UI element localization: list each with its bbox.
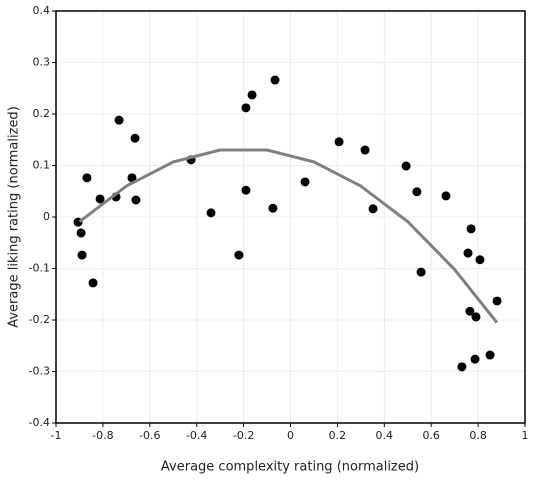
- x-tick-label: 0.2: [329, 429, 347, 442]
- data-point: [471, 312, 481, 322]
- y-tick-label: 0.2: [33, 107, 51, 120]
- data-point: [334, 137, 344, 147]
- data-point: [88, 278, 98, 288]
- data-point: [247, 90, 257, 100]
- data-point: [492, 296, 502, 306]
- y-tick-label: -0.4: [29, 416, 50, 429]
- data-point: [441, 191, 451, 201]
- x-tick-label: 0.4: [376, 429, 394, 442]
- data-point: [416, 267, 426, 277]
- data-point: [241, 103, 251, 113]
- data-point: [234, 250, 244, 260]
- y-tick-label: 0.1: [33, 159, 51, 172]
- x-axis-title: Average complexity rating (normalized): [161, 460, 419, 475]
- x-tick-label: 1: [522, 429, 529, 442]
- data-point: [268, 203, 278, 213]
- x-tick-label: -0.8: [92, 429, 113, 442]
- y-tick-label: 0.4: [33, 4, 51, 17]
- y-tick-label: 0.3: [33, 56, 51, 69]
- data-point: [206, 208, 216, 218]
- x-tick-label: 0: [287, 429, 294, 442]
- data-point: [131, 195, 141, 205]
- fit-curve: [78, 148, 499, 324]
- x-tick-label: -0.4: [186, 429, 207, 442]
- data-point: [360, 145, 370, 155]
- data-point: [95, 194, 105, 204]
- data-point: [463, 248, 473, 258]
- x-tick-label: -1: [51, 429, 62, 442]
- data-point: [475, 255, 485, 265]
- y-tick-label: 0: [43, 210, 50, 223]
- x-tick-label: 0.8: [469, 429, 487, 442]
- y-tick-label: -0.2: [29, 313, 50, 326]
- data-point: [470, 354, 480, 364]
- data-point: [401, 161, 411, 171]
- data-point: [465, 306, 475, 316]
- data-point: [368, 204, 378, 214]
- x-tick-label: -0.2: [233, 429, 254, 442]
- data-point: [466, 224, 476, 234]
- data-point: [300, 177, 310, 187]
- y-tick-label: -0.3: [29, 365, 50, 378]
- data-point: [77, 250, 87, 260]
- data-point: [457, 362, 467, 372]
- x-tick-label: -0.6: [139, 429, 160, 442]
- x-tick-label: 0.6: [422, 429, 440, 442]
- y-axis-title: Average liking rating (normalized): [7, 106, 22, 328]
- plot-frame: [55, 10, 526, 424]
- data-point: [412, 187, 422, 197]
- data-point: [130, 133, 140, 143]
- data-point: [241, 185, 251, 195]
- data-point: [127, 173, 137, 183]
- data-point: [114, 115, 124, 125]
- data-point: [76, 228, 86, 238]
- data-point: [82, 173, 92, 183]
- y-tick-label: -0.1: [29, 262, 50, 275]
- data-point: [270, 75, 280, 85]
- data-point: [485, 350, 495, 360]
